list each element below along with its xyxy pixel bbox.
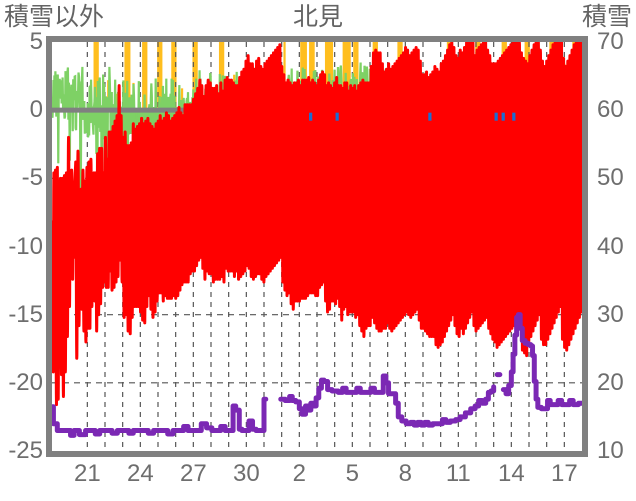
x-tick: 17 xyxy=(550,460,578,487)
y-left-tick: -5 xyxy=(21,164,43,192)
x-tick: 11 xyxy=(445,460,471,487)
chart-canvas xyxy=(52,42,582,451)
y-left-tick: -20 xyxy=(8,368,43,396)
x-tick: 30 xyxy=(232,460,260,487)
y-right-tick: 60 xyxy=(597,96,624,124)
precip-band xyxy=(192,42,198,111)
blue-marker xyxy=(335,112,339,121)
y-right-tick: 70 xyxy=(597,28,624,55)
y-left-tick: -10 xyxy=(8,232,43,260)
precip-band xyxy=(218,42,225,111)
x-tick: 2 xyxy=(292,460,307,487)
y-left-tick: -25 xyxy=(8,437,43,464)
temperature-line xyxy=(52,42,582,407)
page-title: 北見 xyxy=(292,3,343,31)
precip-band xyxy=(309,42,315,111)
left-axis-title: 積雪以外 xyxy=(4,3,105,31)
precip-band xyxy=(171,42,177,111)
y-right-tick: 40 xyxy=(597,232,624,260)
blue-marker xyxy=(494,112,498,121)
y-right-tick: 20 xyxy=(597,368,624,396)
y-left-tick: -15 xyxy=(8,300,43,328)
x-tick: 8 xyxy=(398,460,413,487)
x-tick: 27 xyxy=(179,460,207,487)
blue-markers xyxy=(309,112,516,121)
x-tick: 24 xyxy=(126,460,154,487)
y-left-tick: 5 xyxy=(29,28,43,55)
plot-area xyxy=(46,36,588,457)
right-axis-title: 積雪 xyxy=(581,3,632,31)
x-tick: 14 xyxy=(497,460,525,487)
x-tick: 5 xyxy=(345,460,360,487)
x-tick: 21 xyxy=(73,460,101,487)
y-left-tick: 0 xyxy=(29,96,43,124)
y-right-tick: 50 xyxy=(597,164,624,192)
precip-band xyxy=(124,42,131,111)
chart-svg xyxy=(52,42,582,451)
y-right-tick: 10 xyxy=(597,437,624,464)
blue-marker xyxy=(428,112,432,121)
blue-marker xyxy=(512,112,516,121)
snow-depth-line xyxy=(52,312,582,438)
precip-band xyxy=(93,42,99,111)
precip-band xyxy=(157,42,163,111)
y-right-tick: 30 xyxy=(597,300,624,328)
blue-marker xyxy=(309,112,313,121)
blue-marker xyxy=(501,112,505,121)
precip-band xyxy=(142,42,148,111)
precip-band xyxy=(180,88,184,111)
precip-band xyxy=(353,42,359,111)
